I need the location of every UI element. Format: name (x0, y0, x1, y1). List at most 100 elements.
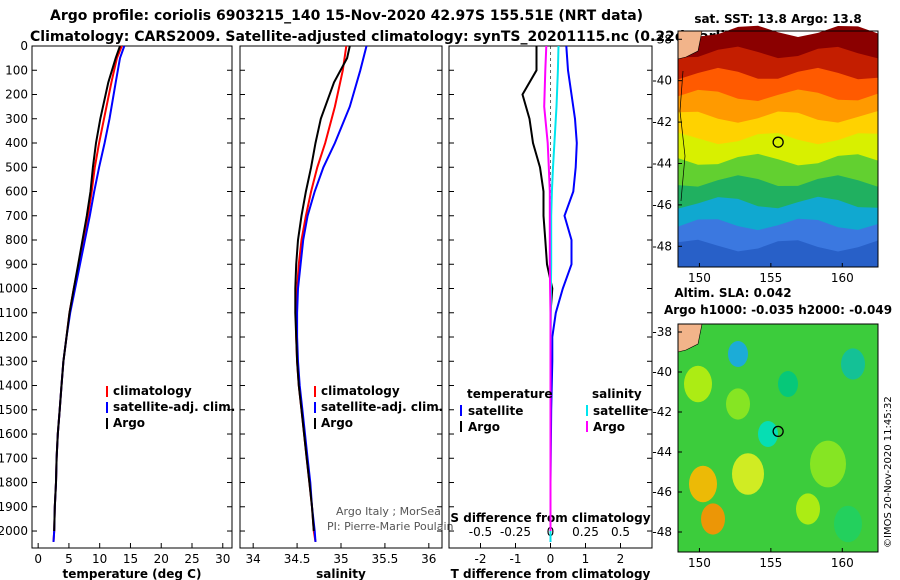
x-tick-label: 5 (65, 552, 73, 566)
sla-anomaly-patch (689, 465, 717, 503)
depth-tick-label: 1700 (0, 451, 28, 465)
map-panels: sat. SST: 13.8 Argo: 13.8 -38 -40 -42 -44 -46… (652, 12, 892, 570)
panel-frame (31, 45, 233, 549)
map-lon-label: 155 (759, 556, 782, 570)
profile-panel-2: 34 34.5 35 35.5 36 salinity climatology satelli… (239, 45, 454, 580)
x-tick-label: 0 (34, 552, 42, 566)
sla-map-title-1: Altim. SLA: 0.042 (674, 286, 791, 300)
series-line-temperature-satellite (549, 45, 578, 542)
map-lat-label: -44 (652, 445, 672, 459)
top-tick-label: 0.25 (572, 525, 599, 539)
map-lat-label: -42 (652, 405, 672, 419)
legend-label: satellite (468, 404, 523, 418)
panel-frame (239, 45, 443, 549)
map-lon-label: 160 (831, 556, 854, 570)
sla-map: Altim. SLA: 0.042 Argo h1000: -0.035 h200… (652, 286, 892, 570)
legend-label: climatology (113, 384, 192, 398)
legend-label: Argo (468, 420, 500, 434)
map-lat-label: -48 (652, 525, 672, 539)
x-tick-label: -2 (475, 552, 487, 566)
map-lon-label: 150 (688, 556, 711, 570)
sla-anomaly-patch (684, 365, 712, 403)
sla-anomaly-patch (778, 371, 798, 397)
map-lat-label: -40 (652, 74, 672, 88)
depth-tick-label: 1100 (0, 306, 28, 320)
depth-tick-label: 900 (5, 257, 28, 271)
map-lat-label: -46 (652, 198, 672, 212)
sla-anomaly-patch (726, 388, 750, 420)
map-lat-label: -48 (652, 239, 672, 253)
x-tick-label: 25 (184, 552, 199, 566)
sst-color-band (678, 239, 878, 267)
sla-anomaly-patch (758, 421, 778, 447)
map-lat-label: -40 (652, 365, 672, 379)
series-line-argo (53, 45, 121, 532)
legend-label: climatology (321, 384, 400, 398)
top-tick-label: -0.25 (500, 525, 531, 539)
series-line-climatology (52, 45, 123, 542)
map-lat-label: -38 (652, 32, 672, 46)
depth-tick-label: 300 (5, 112, 28, 126)
x-tick-label: 30 (215, 552, 230, 566)
depth-tick-label: 800 (5, 233, 28, 247)
sla-anomaly-patch (834, 505, 862, 543)
depth-tick-label: 700 (5, 209, 28, 223)
header-line-1: Argo profile: coriolis 6903215_140 15-No… (50, 8, 643, 24)
x-tick-label: 34.5 (284, 552, 311, 566)
sla-anomaly-patch (796, 493, 820, 525)
depth-tick-label: 2000 (0, 524, 28, 538)
legend-label: Argo (113, 416, 145, 430)
series-line-salinity-satellite (549, 45, 560, 542)
sla-anomaly-patch (841, 348, 865, 380)
sst-map-title: sat. SST: 13.8 Argo: 13.8 (694, 12, 861, 26)
legend-label: satellite-adj. clim. (321, 400, 443, 414)
x-tick-label: 35.5 (372, 552, 399, 566)
depth-tick-label: 1000 (0, 282, 28, 296)
legend-label: satellite (593, 404, 648, 418)
series-line-argo (294, 45, 351, 532)
depth-tick-label: 1200 (0, 330, 28, 344)
map-frame (677, 323, 879, 553)
legend-title-salinity: salinity (592, 387, 642, 401)
legend-label: satellite-adj. clim. (113, 400, 235, 414)
map-lon-label: 155 (759, 271, 782, 285)
map-lon-label: 160 (831, 271, 854, 285)
map-lat-label: -42 (652, 115, 672, 129)
annotation-argo-italy: Argo Italy ; MorSea (336, 505, 441, 518)
series-line-salinity-argo (543, 45, 552, 531)
map-lat-label: -44 (652, 156, 672, 170)
depth-tick-label: 1300 (0, 354, 28, 368)
depth-tick-label: 100 (5, 63, 28, 77)
depth-tick-label: 1500 (0, 403, 28, 417)
annotation-pi: PI: Pierre-Marie Poulain (327, 520, 454, 533)
sla-map-title-2: Argo h1000: -0.035 h2000: -0.049 (664, 303, 892, 317)
depth-tick-label: 1600 (0, 427, 28, 441)
x-tick-label: 1 (582, 552, 590, 566)
map-frame (677, 30, 879, 268)
sla-anomaly-patch (810, 440, 846, 488)
x-tick-label: -1 (510, 552, 522, 566)
top-tick-label: -0.5 (469, 525, 492, 539)
series-line-temperature-argo (521, 46, 554, 531)
depth-tick-label: 0 (20, 39, 28, 53)
coastline (679, 70, 686, 202)
depth-tick-label: 500 (5, 160, 28, 174)
legend-title-temperature: temperature (467, 387, 552, 401)
x-tick-label: 0 (547, 552, 555, 566)
header-line-2: Climatology: CARS2009. Satellite-adjuste… (30, 29, 748, 45)
sst-map: sat. SST: 13.8 Argo: 13.8 -38 -40 -42 -44 -46… (652, 12, 879, 285)
x-axis-label: temperature (deg C) (63, 567, 202, 580)
x-axis-label: salinity (316, 567, 366, 580)
legend-label: Argo (321, 416, 353, 430)
depth-tick-label: 600 (5, 185, 28, 199)
map-lat-label: -46 (652, 485, 672, 499)
depth-tick-label: 1900 (0, 500, 28, 514)
x-tick-label: 15 (123, 552, 138, 566)
legend-label: Argo (593, 420, 625, 434)
x-tick-label: 2 (617, 552, 625, 566)
profile-charts: 0100200300400500600700800900100011001200… (0, 39, 653, 580)
argo-location-marker (772, 136, 784, 148)
map-lat-label: -38 (652, 325, 672, 339)
